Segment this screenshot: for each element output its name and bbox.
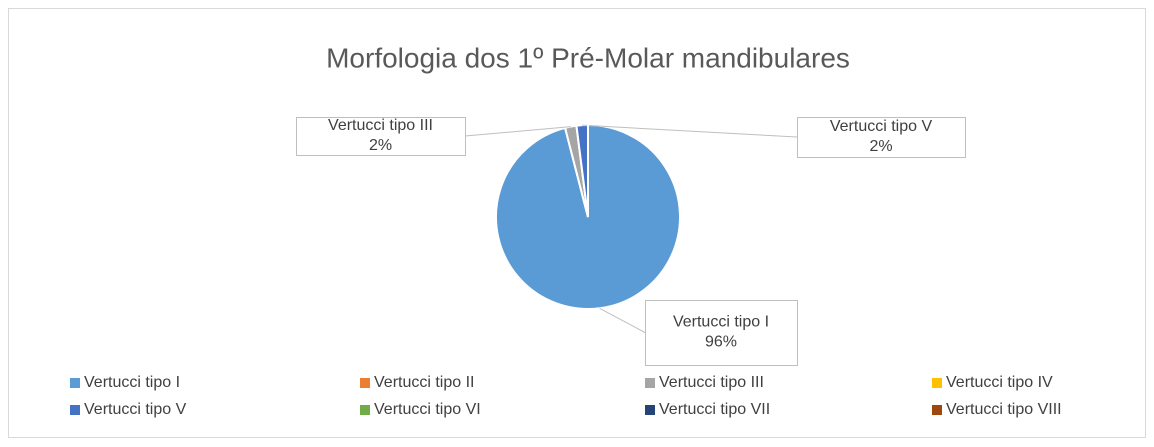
legend-label: Vertucci tipo VIII bbox=[946, 401, 1062, 418]
data-label-category: Vertucci tipo I bbox=[673, 314, 769, 331]
legend-label: Vertucci tipo III bbox=[659, 374, 764, 391]
legend-swatch bbox=[70, 378, 80, 388]
label-box bbox=[645, 300, 798, 366]
data-label-category: Vertucci tipo V bbox=[830, 118, 933, 135]
data-label: 96% bbox=[705, 334, 737, 351]
data-label-category: Vertucci tipo III bbox=[328, 117, 433, 134]
legend-label: Vertucci tipo VII bbox=[659, 401, 770, 418]
data-label: 2% bbox=[869, 138, 892, 155]
legend-swatch bbox=[932, 378, 942, 388]
legend-swatch bbox=[360, 378, 370, 388]
leader-line bbox=[599, 307, 646, 333]
legend-swatch bbox=[360, 405, 370, 415]
legend-swatch bbox=[645, 405, 655, 415]
legend-label: Vertucci tipo II bbox=[374, 374, 475, 391]
legend-swatch bbox=[70, 405, 80, 415]
legend-label: Vertucci tipo VI bbox=[374, 401, 481, 418]
label-box bbox=[797, 117, 966, 158]
legend-swatch bbox=[932, 405, 942, 415]
leader-line bbox=[582, 124, 798, 138]
label-box bbox=[296, 117, 466, 156]
legend-label: Vertucci tipo V bbox=[84, 401, 187, 418]
legend-label: Vertucci tipo IV bbox=[946, 374, 1053, 391]
legend-label: Vertucci tipo I bbox=[84, 374, 180, 391]
data-label: 2% bbox=[369, 137, 392, 154]
chart-title: Morfologia dos 1º Pré-Molar mandibulares bbox=[326, 42, 850, 73]
legend-swatch bbox=[645, 378, 655, 388]
leader-line bbox=[464, 126, 571, 137]
